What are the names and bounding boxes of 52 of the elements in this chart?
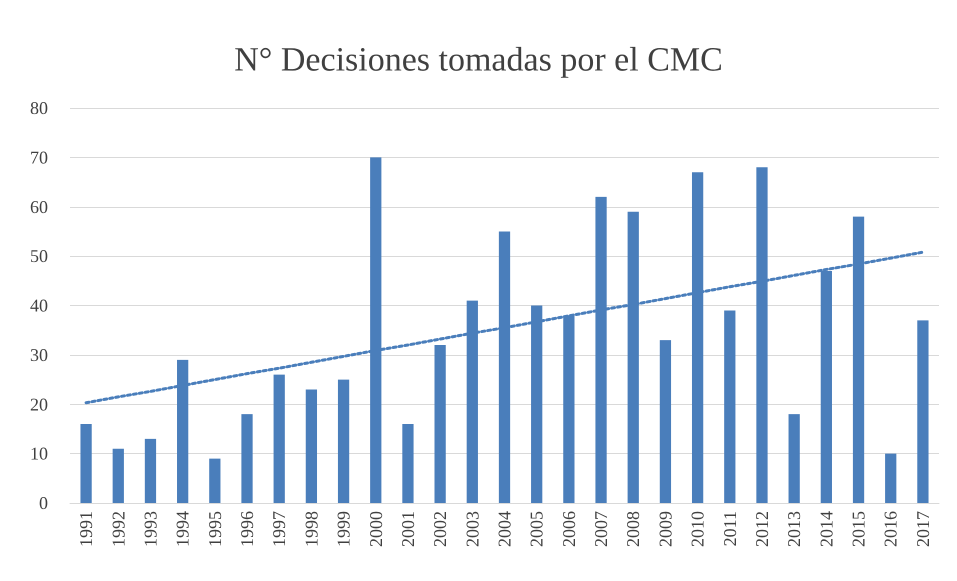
y-tick-label: 40: [30, 296, 48, 316]
bar: [306, 389, 318, 503]
y-tick-label: 20: [30, 394, 48, 414]
bar: [112, 448, 124, 503]
x-tick-label: 1991: [76, 511, 96, 547]
bar: [788, 414, 800, 503]
x-tick-label: 2009: [655, 511, 676, 547]
x-tick-label: 1994: [172, 511, 193, 547]
x-tick-label: 2014: [816, 511, 836, 547]
bar: [241, 414, 253, 503]
x-tick-label: 2017: [912, 511, 933, 547]
bar: [144, 438, 156, 503]
x-tick-label: 2006: [558, 511, 579, 547]
x-tick-label: 2000: [366, 511, 386, 547]
x-tick-label: 2015: [848, 511, 869, 547]
x-tick-label: 2011: [720, 511, 740, 546]
bar: [80, 424, 92, 503]
bar: [434, 345, 446, 503]
x-tick-label: 2004: [494, 511, 514, 547]
x-tick-label: 1999: [334, 511, 354, 547]
bar: [917, 320, 929, 503]
x-tick-label: 1992: [108, 511, 128, 547]
x-tick-label: 1996: [237, 511, 258, 547]
x-tick-label: 2008: [623, 511, 644, 547]
bar: [274, 374, 285, 503]
x-tick-label: 2002: [430, 511, 450, 547]
bar: [660, 340, 672, 503]
y-tick-label: 10: [30, 444, 48, 464]
x-tick-label: 2016: [880, 511, 901, 547]
x-tick-label: 2005: [526, 511, 547, 547]
y-tick-label: 30: [30, 344, 48, 365]
bar: [402, 424, 414, 503]
x-tick-label: 2007: [591, 511, 612, 547]
y-tick-label: 0: [39, 493, 48, 513]
x-tick-label: 2013: [784, 511, 804, 547]
x-tick-label: 1998: [301, 511, 322, 547]
bar: [885, 454, 896, 503]
x-tick-label: 2003: [462, 511, 482, 547]
y-tick-label: 80: [30, 98, 48, 118]
x-tick-label: 2012: [752, 511, 772, 547]
x-tick-label: 1993: [140, 511, 160, 547]
x-tick-label: 1995: [204, 511, 225, 547]
x-tick-label: 1997: [269, 511, 290, 547]
bar: [338, 380, 350, 503]
y-tick-label: 50: [30, 246, 48, 266]
y-tick-label: 60: [30, 196, 48, 217]
y-tick-label: 70: [30, 147, 48, 168]
bar: [724, 310, 736, 503]
bar: [209, 458, 220, 503]
x-tick-label: 2001: [398, 511, 418, 547]
x-tick-label: 2010: [688, 511, 708, 547]
chart-title: N° Decisiones tomadas por el CMC: [234, 42, 723, 78]
